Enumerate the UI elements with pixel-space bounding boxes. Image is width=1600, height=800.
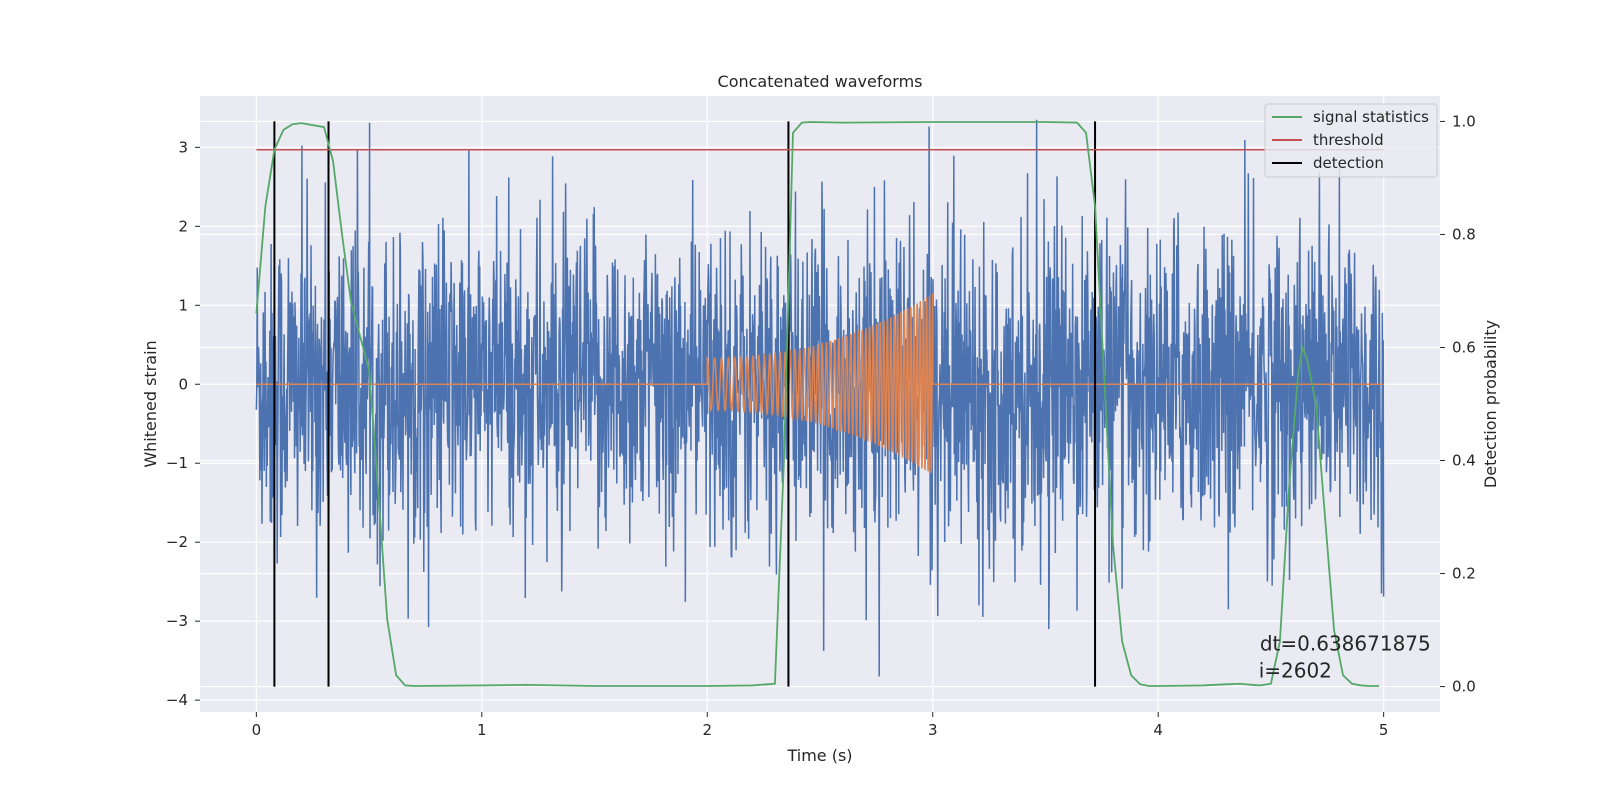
x-tick-label: 2 xyxy=(702,721,712,739)
y2-tick-label: 1.0 xyxy=(1452,112,1476,130)
annotation-i: i=2602 xyxy=(1259,659,1332,683)
y-tick-label: 2 xyxy=(178,217,188,235)
y2-tick-label: 0.6 xyxy=(1452,338,1476,356)
y-tick-label: 1 xyxy=(178,296,188,314)
y-tick-label: −3 xyxy=(166,612,188,630)
y2-tick-label: 0.8 xyxy=(1452,225,1476,243)
strain-series-line xyxy=(255,119,1385,677)
legend-box xyxy=(1264,103,1438,178)
y-axis-ticks: −4 −3 −2 −1 0 1 2 3 xyxy=(166,138,200,709)
y-tick-label: −4 xyxy=(166,691,188,709)
y2-tick-label: 0.0 xyxy=(1452,678,1476,696)
x-axis-label: Time (s) xyxy=(786,746,852,765)
plot-area xyxy=(255,119,1385,687)
legend: signal statistics threshold detection xyxy=(1264,103,1438,178)
legend-label-detection: detection xyxy=(1313,154,1384,172)
y-tick-label: 3 xyxy=(178,138,188,156)
y2-tick-label: 0.4 xyxy=(1452,452,1476,470)
x-tick-label: 5 xyxy=(1379,721,1389,739)
y-tick-label: 0 xyxy=(178,375,188,393)
y2-axis-label: Detection probability xyxy=(1481,320,1500,488)
legend-label-statistics: signal statistics xyxy=(1313,108,1429,126)
y2-axis-ticks: 0.0 0.2 0.4 0.6 0.8 1.0 xyxy=(1440,112,1476,696)
x-axis-ticks: 0 1 2 3 4 5 xyxy=(252,712,1389,739)
y2-tick-label: 0.2 xyxy=(1452,565,1476,583)
x-tick-label: 3 xyxy=(928,721,938,739)
y-axis-label: Whitened strain xyxy=(141,340,160,467)
annotation: dt=0.638671875 i=2602 xyxy=(1259,632,1431,683)
x-tick-label: 0 xyxy=(252,721,262,739)
signal-statistics-line xyxy=(255,121,1380,687)
y-tick-label: −2 xyxy=(166,533,188,551)
injected-signal-line xyxy=(256,293,1384,474)
y-tick-label: −1 xyxy=(166,454,188,472)
chart-title: Concatenated waveforms xyxy=(718,72,923,91)
x-tick-label: 4 xyxy=(1153,721,1163,739)
annotation-dt: dt=0.638671875 xyxy=(1260,632,1431,656)
x-tick-label: 1 xyxy=(477,721,487,739)
legend-label-threshold: threshold xyxy=(1313,131,1384,149)
